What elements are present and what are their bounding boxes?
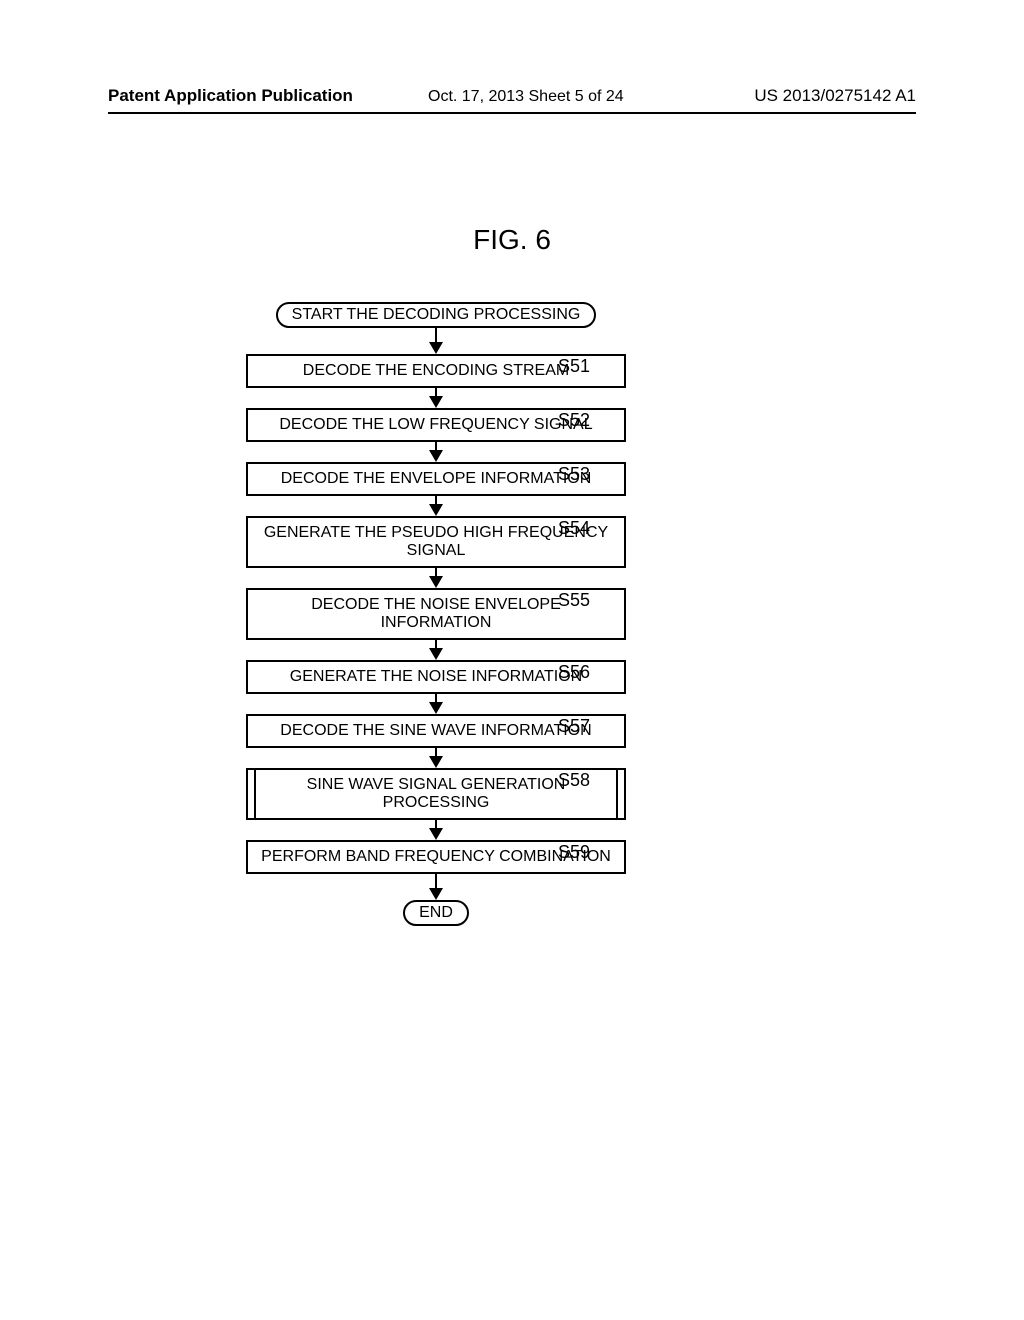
flow-arrow [429,820,443,840]
flow-step-label: S57 [558,716,590,737]
flow-end-terminator: END [403,900,469,926]
flow-step-label: S53 [558,464,590,485]
flow-arrow [429,388,443,408]
flow-step-row: SINE WAVE SIGNAL GENERATION PROCESSINGS5… [0,768,948,820]
flow-arrow [429,748,443,768]
figure-title: FIG. 6 [0,224,1024,256]
flow-step-label: S56 [558,662,590,683]
flow-arrow [429,496,443,516]
flow-step-label: S55 [558,590,590,611]
flow-step-label: S51 [558,356,590,377]
flow-step-row: DECODE THE SINE WAVE INFORMATIONS57 [0,714,948,748]
flow-step-row: DECODE THE NOISE ENVELOPE INFORMATIONS55 [0,588,948,640]
flow-step-row: GENERATE THE PSEUDO HIGH FREQUENCY SIGNA… [0,516,948,568]
header-left-text: Patent Application Publication [108,86,353,106]
flow-arrow [429,874,443,900]
flow-step-label: S52 [558,410,590,431]
flow-step-label: S58 [558,770,590,791]
flow-step-row: DECODE THE ENVELOPE INFORMATIONS53 [0,462,948,496]
flow-start-terminator: START THE DECODING PROCESSING [276,302,597,328]
flow-step-label: S59 [558,842,590,863]
flow-arrow [429,328,443,354]
header-mid-text: Oct. 17, 2013 Sheet 5 of 24 [428,88,624,106]
flow-arrow [429,568,443,588]
flow-arrow [429,694,443,714]
header-right-text: US 2013/0275142 A1 [754,86,916,106]
page: Patent Application Publication Oct. 17, … [0,0,1024,1320]
flow-step-row: GENERATE THE NOISE INFORMATIONS56 [0,660,948,694]
flow-arrow [429,640,443,660]
flow-arrow [429,442,443,462]
flow-step-row: DECODE THE LOW FREQUENCY SIGNALS52 [0,408,948,442]
page-header: Patent Application Publication Oct. 17, … [108,84,916,114]
flow-step-label: S54 [558,518,590,539]
flow-step-row: DECODE THE ENCODING STREAMS51 [0,354,948,388]
flowchart: START THE DECODING PROCESSING DECODE THE … [0,302,948,926]
flow-step-row: PERFORM BAND FREQUENCY COMBINATIONS59 [0,840,948,874]
